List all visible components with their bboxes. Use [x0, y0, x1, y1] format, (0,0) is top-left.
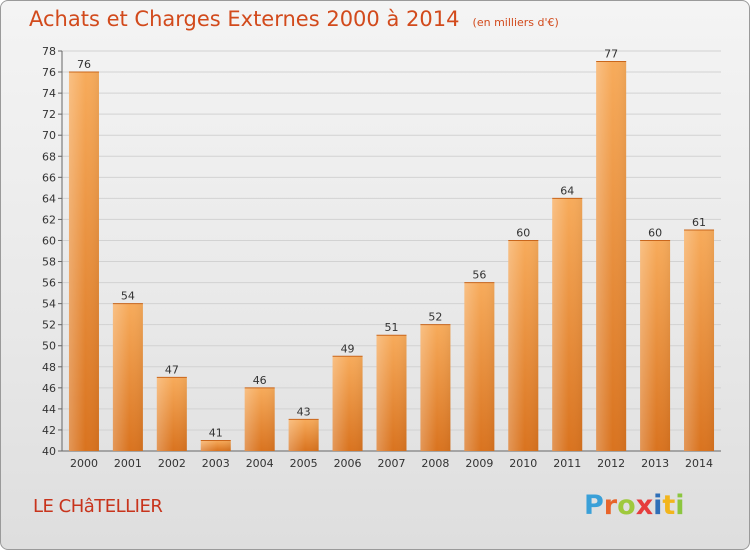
x-tick-label: 2005	[290, 457, 318, 470]
y-tick-label: 72	[42, 108, 56, 121]
bar-highlight	[200, 440, 231, 451]
x-tick-label: 2008	[421, 457, 449, 470]
x-tick-label: 2003	[202, 457, 230, 470]
x-tick-label: 2001	[114, 457, 142, 470]
bar-highlight	[420, 324, 451, 451]
y-tick-label: 54	[42, 298, 56, 311]
data-label: 60	[516, 226, 530, 239]
data-labels: 2000 76 2001 54 2002 47 2003 41 2004 46 2005 43 2006…	[70, 48, 713, 470]
x-tick-label: 2011	[553, 457, 581, 470]
proxiti-logo[interactable]: Proxiti	[584, 490, 685, 521]
y-tick-label: 58	[42, 256, 56, 269]
x-tick-label: 2007	[378, 457, 406, 470]
data-label: 76	[77, 58, 91, 71]
bar-highlight	[68, 72, 99, 451]
bar-highlight	[596, 61, 627, 452]
y-tick-label: 56	[42, 277, 56, 290]
bar-highlight	[156, 377, 187, 451]
y-tick-label: 66	[42, 171, 56, 184]
location-name: LE CHâTELLIER	[33, 496, 163, 517]
bar-highlight	[288, 419, 319, 451]
y-tick-label: 64	[42, 192, 56, 205]
data-label: 60	[648, 226, 662, 239]
data-label: 61	[692, 216, 706, 229]
y-tick-label: 76	[42, 66, 56, 79]
x-tick-label: 2006	[334, 457, 362, 470]
data-label: 56	[472, 269, 486, 282]
x-tick-label: 2010	[509, 457, 537, 470]
bar-highlight	[244, 387, 275, 451]
y-tick-label: 42	[42, 424, 56, 437]
y-tick-label: 62	[42, 213, 56, 226]
y-tick-label: 46	[42, 382, 56, 395]
chart-unit: (en milliers d'€)	[472, 16, 559, 29]
data-label: 52	[428, 311, 442, 324]
bar-highlight	[508, 240, 539, 451]
bar-highlight	[684, 229, 715, 451]
data-label: 54	[121, 290, 135, 303]
x-tick-label: 2012	[597, 457, 625, 470]
y-tick-label: 68	[42, 150, 56, 163]
bar-highlight	[332, 356, 363, 451]
y-tick-label: 60	[42, 234, 56, 247]
data-label: 46	[253, 374, 267, 387]
y-tick-label: 48	[42, 361, 56, 374]
chart-title: Achats et Charges Externes 2000 à 2014	[29, 7, 460, 31]
y-tick-label: 74	[42, 87, 56, 100]
bar-highlight	[640, 240, 671, 451]
bar-highlight	[112, 303, 143, 451]
x-tick-label: 2004	[246, 457, 274, 470]
x-tick-label: 2002	[158, 457, 186, 470]
y-tick-label: 70	[42, 129, 56, 142]
bar-highlight	[464, 282, 495, 451]
x-tick-label: 2013	[641, 457, 669, 470]
y-tick-label: 44	[42, 403, 56, 416]
y-tick-label: 52	[42, 319, 56, 332]
bars	[68, 61, 715, 452]
bar-highlight	[376, 335, 407, 451]
data-label: 43	[297, 405, 311, 418]
data-label: 41	[209, 426, 223, 439]
data-label: 49	[341, 342, 355, 355]
y-tick-label: 40	[42, 445, 56, 458]
data-label: 77	[604, 48, 618, 61]
title-row: Achats et Charges Externes 2000 à 2014 (…	[29, 7, 559, 31]
y-tick-label: 78	[42, 45, 56, 58]
x-tick-label: 2014	[685, 457, 713, 470]
bar-highlight	[552, 198, 583, 451]
data-label: 64	[560, 184, 574, 197]
x-tick-label: 2009	[465, 457, 493, 470]
data-label: 47	[165, 363, 179, 376]
data-label: 51	[385, 321, 399, 334]
y-tick-label: 50	[42, 340, 56, 353]
x-tick-label: 2000	[70, 457, 98, 470]
